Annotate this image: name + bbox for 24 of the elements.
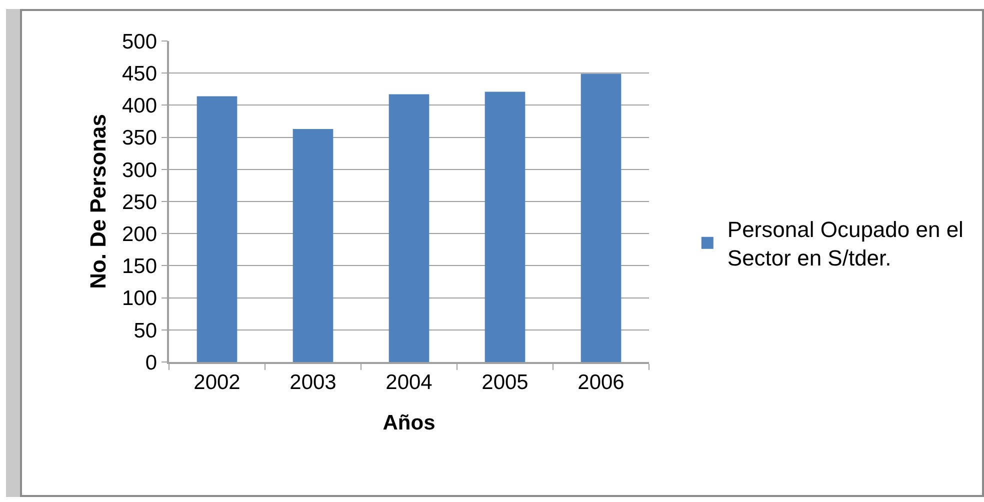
x-tick-label: 2004 — [386, 370, 433, 394]
bar — [484, 92, 526, 362]
bar — [388, 94, 430, 362]
y-tick-label: 450 — [122, 62, 158, 86]
bar — [292, 128, 334, 362]
y-tick-label: 500 — [122, 30, 158, 54]
y-tick-label: 250 — [122, 190, 158, 214]
y-tick-label: 350 — [122, 126, 158, 150]
y-tick-label: 200 — [122, 222, 158, 246]
y-tick-label: 150 — [122, 255, 158, 278]
x-tick-label: 2003 — [290, 370, 336, 394]
y-tick-label: 300 — [122, 158, 158, 182]
y-axis-title: No. De Personas — [85, 114, 110, 289]
x-tick-label: 2005 — [482, 370, 528, 394]
y-tick-label: 50 — [134, 319, 158, 342]
x-tick-label: 2006 — [578, 370, 624, 394]
x-axis-title: Años — [382, 412, 436, 435]
x-tick-label: 2002 — [194, 370, 240, 394]
bar — [196, 96, 238, 362]
y-tick-label: 400 — [122, 94, 158, 118]
y-tick-label: 0 — [145, 351, 158, 374]
legend-label: Personal Ocupado en el Sector en S/tder. — [727, 217, 964, 271]
y-tick-label: 100 — [122, 287, 158, 310]
bar — [580, 74, 622, 362]
